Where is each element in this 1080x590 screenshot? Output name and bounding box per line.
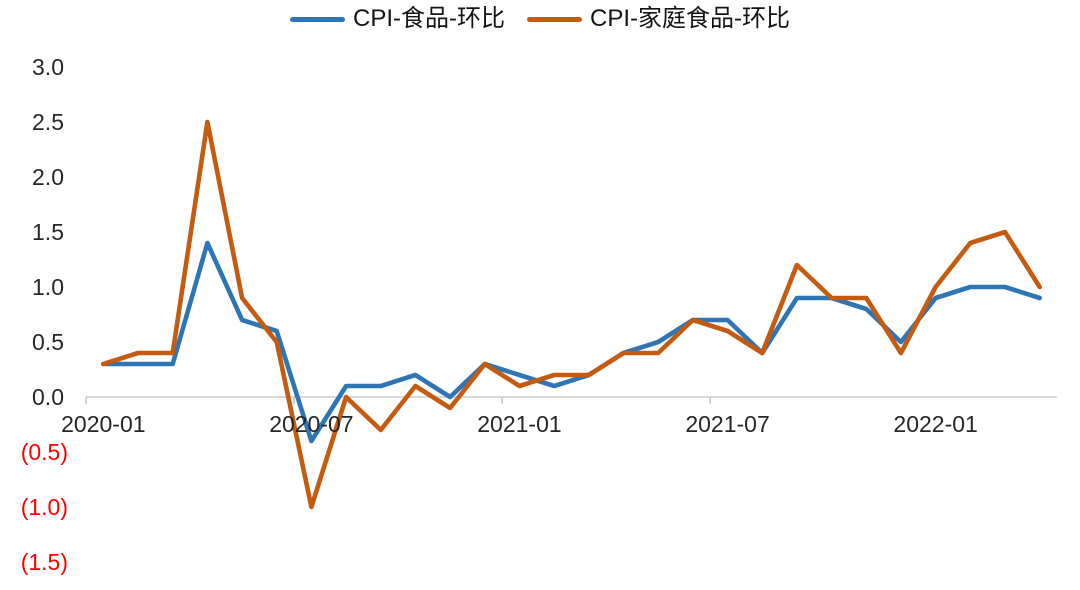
- y-axis-label: (1.0): [21, 494, 68, 520]
- legend-line-swatch-orange: [527, 16, 582, 22]
- x-axis-label: 2020-01: [61, 411, 145, 437]
- x-axis-label: 2022-01: [893, 411, 977, 437]
- legend-item-cpi-food-at-home[interactable]: CPI-家庭食品-环比: [527, 5, 790, 32]
- y-axis-label: 0.5: [32, 329, 64, 355]
- y-axis-label: 2.0: [32, 164, 64, 190]
- x-axis-label: 2020-07: [269, 411, 353, 437]
- chart-legend: CPI-食品-环比 CPI-家庭食品-环比: [0, 5, 1080, 32]
- legend-label-cpi-food: CPI-食品-环比: [353, 5, 505, 32]
- y-axis-label: 3.0: [32, 54, 64, 80]
- legend-item-cpi-food[interactable]: CPI-食品-环比: [290, 5, 505, 32]
- y-axis-label: (1.5): [21, 549, 68, 575]
- x-axis-label: 2021-01: [477, 411, 561, 437]
- y-axis-label: 1.5: [32, 219, 64, 245]
- y-axis-label: 1.0: [32, 274, 64, 300]
- y-axis-label: 2.5: [32, 109, 64, 135]
- series-line-cpi-food-at-home: [101, 119, 1042, 510]
- legend-line-swatch-blue: [290, 16, 345, 22]
- legend-label-cpi-food-at-home: CPI-家庭食品-环比: [590, 5, 790, 32]
- y-axis-label: 0.0: [32, 384, 64, 410]
- x-axis-label: 2021-07: [685, 411, 769, 437]
- y-axis-label: (0.5): [21, 439, 68, 465]
